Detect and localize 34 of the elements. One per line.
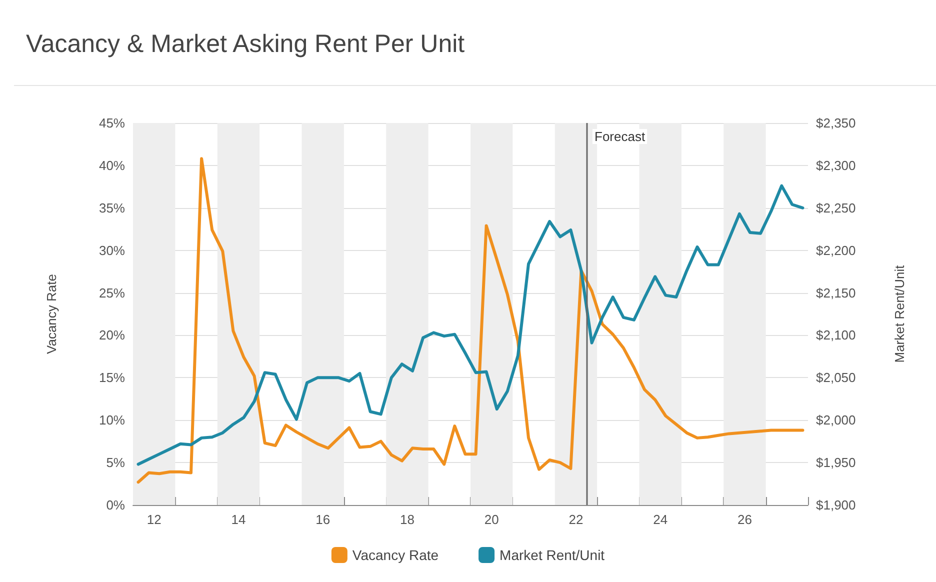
x-tick-label: 12 — [146, 512, 162, 527]
x-tick-label: 22 — [568, 512, 584, 527]
y-tick-label: 40% — [98, 158, 126, 173]
y2-tick-label: $1,900 — [816, 498, 856, 512]
y-tick-label: 5% — [106, 455, 126, 470]
y2-tick-label: $2,250 — [816, 200, 856, 216]
x-tick-label: 18 — [400, 512, 414, 527]
y-tick-label: 25% — [98, 285, 126, 300]
y2-tick-label: $2,050 — [816, 370, 856, 386]
y-tick-label: 0% — [106, 498, 126, 512]
y-tick-label: 30% — [98, 242, 126, 258]
y2-tick-label: $2,200 — [816, 242, 856, 258]
ref-line-label: Forecast — [594, 129, 646, 144]
y-tick-label: 20% — [98, 328, 126, 343]
chart-title: Vacancy & Market Asking Rent Per Unit — [26, 30, 465, 59]
x-tick-label: 24 — [653, 512, 668, 527]
y-tick-label: 15% — [98, 370, 126, 386]
y2-axis-title: Market Rent/Unit — [892, 264, 907, 363]
y2-tick-label: $2,100 — [816, 328, 856, 343]
y2-tick-label: $1,950 — [816, 455, 856, 470]
y-axis-title: Vacancy Rate — [44, 274, 59, 354]
y-tick-label: 10% — [98, 412, 126, 428]
legend-label: Market Rent/Unit — [500, 547, 605, 563]
legend-label: Vacancy Rate — [352, 547, 439, 563]
x-tick-label: 20 — [484, 512, 499, 527]
y2-tick-label: $2,150 — [816, 285, 856, 300]
y2-tick-label: $2,350 — [816, 116, 856, 130]
x-tick-label: 14 — [231, 512, 246, 527]
y-tick-label: 45% — [98, 116, 126, 130]
y-tick-label: 35% — [98, 200, 126, 216]
x-tick-label: 26 — [737, 512, 752, 527]
y2-tick-label: $2,000 — [816, 412, 856, 428]
y2-tick-label: $2,300 — [816, 158, 856, 173]
x-tick-label: 16 — [316, 512, 330, 527]
